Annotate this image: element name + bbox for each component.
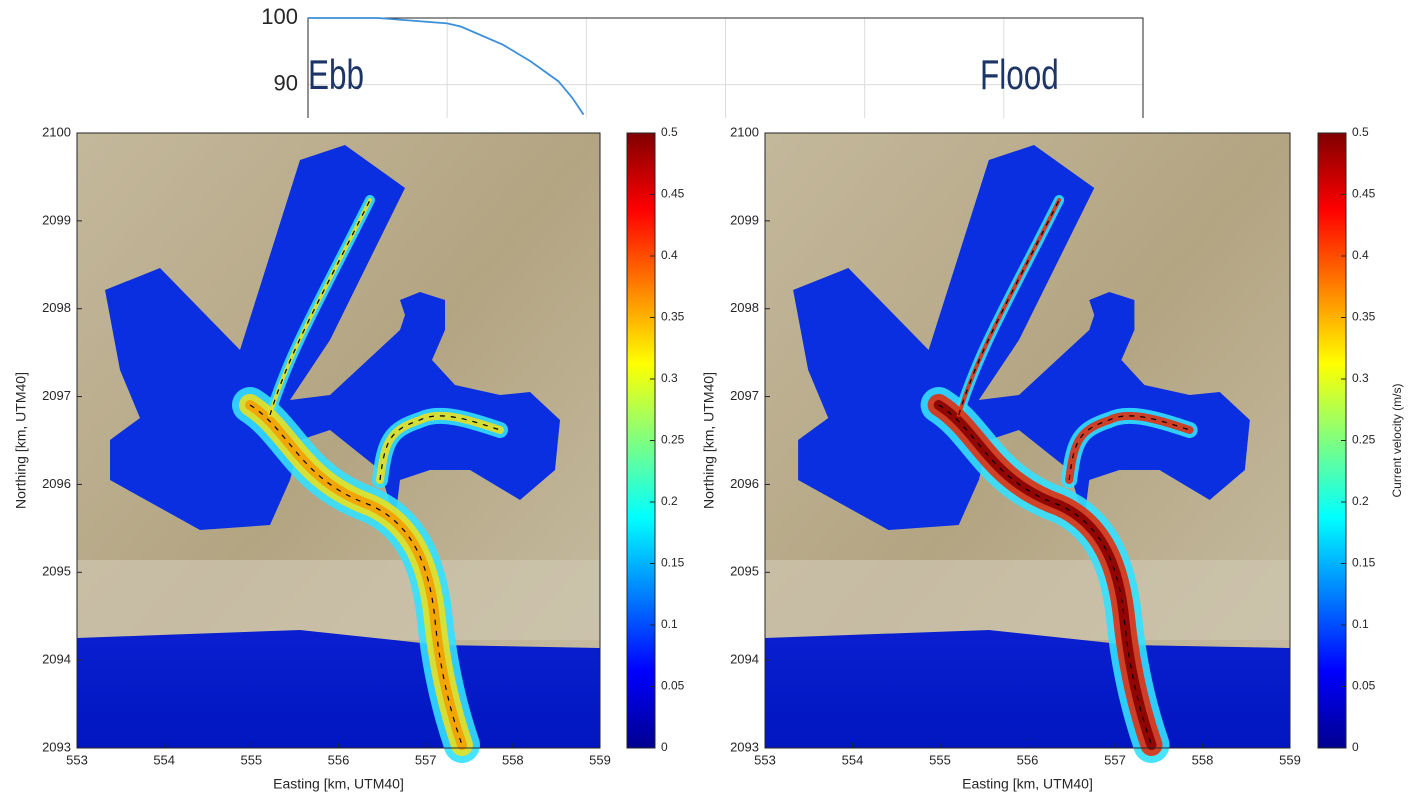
x-tick-label: 553 bbox=[66, 752, 88, 767]
colorbar-tick-label: 0.05 bbox=[1352, 679, 1376, 693]
y-tick-label: 2097 bbox=[42, 388, 71, 403]
colorbar-tick-label: 0.1 bbox=[1352, 617, 1369, 631]
colorbar-tick-label: 0.2 bbox=[661, 494, 678, 508]
top-chart: 90 100 Ebb Flood bbox=[261, 4, 1143, 118]
x-tick-label: 558 bbox=[502, 752, 524, 767]
beach bbox=[77, 560, 600, 640]
colorbar-tick-label: 0.2 bbox=[1352, 494, 1369, 508]
colorbar-tick-label: 0 bbox=[661, 740, 668, 754]
x-tick-label: 558 bbox=[1192, 752, 1214, 767]
colorbar-tick-label: 0 bbox=[1352, 740, 1359, 754]
colorbar-tick-label: 0.5 bbox=[661, 125, 678, 139]
y-tick-label: 2094 bbox=[730, 652, 759, 667]
sea bbox=[765, 630, 1290, 748]
y-tick-label: 2097 bbox=[730, 388, 759, 403]
annotation: Ebb bbox=[308, 51, 364, 99]
x-tick-label: 556 bbox=[328, 752, 350, 767]
x-tick-label: 555 bbox=[929, 752, 951, 767]
y-tick-label: 2093 bbox=[730, 739, 759, 754]
annotation: Flood bbox=[980, 51, 1059, 99]
colorbar-tick-label: 0.4 bbox=[661, 248, 678, 262]
colorbar-tick-label: 0.15 bbox=[661, 556, 685, 570]
x-axis-label: Easting [km, UTM40] bbox=[962, 776, 1093, 792]
map-panel: 553 554 555 556 557 558 559 2093 2094 2095 2096 209… bbox=[13, 124, 685, 791]
x-axis-label: Easting [km, UTM40] bbox=[273, 776, 404, 792]
x-tick-label: 556 bbox=[1017, 752, 1039, 767]
figure: 90 100 Ebb Flood 553 554 555 556 557 558 559 2093 20… bbox=[0, 0, 1413, 799]
colorbar-tick-label: 0.1 bbox=[661, 617, 678, 631]
colorbar-tick-label: 0.25 bbox=[661, 433, 685, 447]
colorbar-tick-label: 0.05 bbox=[661, 679, 685, 693]
y-tick-label: 2096 bbox=[42, 476, 71, 491]
y-tick-label: 2098 bbox=[730, 300, 759, 315]
y-tick-label: 2099 bbox=[730, 212, 759, 227]
x-tick-label: 559 bbox=[589, 752, 611, 767]
colorbar-label: Current velocity (m/s) bbox=[1390, 383, 1404, 497]
colorbar-tick-label: 0.5 bbox=[1352, 125, 1369, 139]
colorbar-tick-label: 0.25 bbox=[1352, 433, 1376, 447]
y-tick-label: 90 bbox=[274, 70, 298, 95]
colorbar-tick-label: 0.15 bbox=[1352, 556, 1376, 570]
map-panel: 553 554 555 556 557 558 559 2093 2094 2095 2096 209… bbox=[701, 124, 1404, 791]
colorbar-tick-label: 0.45 bbox=[661, 187, 685, 201]
y-tick-label: 2093 bbox=[42, 739, 71, 754]
colorbar-tick-label: 0.3 bbox=[1352, 371, 1369, 385]
y-tick-label: 2099 bbox=[42, 212, 71, 227]
y-axis-label: Northing [km, UTM40] bbox=[701, 372, 717, 509]
x-tick-label: 557 bbox=[415, 752, 437, 767]
x-tick-label: 557 bbox=[1104, 752, 1126, 767]
colorbar-tick-label: 0.35 bbox=[1352, 310, 1376, 324]
y-tick-label: 2095 bbox=[730, 564, 759, 579]
y-tick-label: 2095 bbox=[42, 564, 71, 579]
y-tick-label: 2100 bbox=[42, 124, 71, 139]
colorbar-tick-label: 0.4 bbox=[1352, 248, 1369, 262]
colorbar-tick-label: 0.3 bbox=[661, 371, 678, 385]
x-tick-label: 555 bbox=[240, 752, 262, 767]
y-tick-label: 100 bbox=[261, 4, 298, 29]
y-axis-label: Northing [km, UTM40] bbox=[13, 372, 29, 509]
y-tick-label: 2098 bbox=[42, 300, 71, 315]
x-tick-label: 554 bbox=[153, 752, 175, 767]
y-tick-label: 2094 bbox=[42, 652, 71, 667]
colorbar-tick-label: 0.35 bbox=[661, 310, 685, 324]
x-tick-label: 553 bbox=[754, 752, 776, 767]
x-tick-label: 554 bbox=[842, 752, 864, 767]
x-tick-label: 559 bbox=[1279, 752, 1301, 767]
y-tick-label: 2100 bbox=[730, 124, 759, 139]
y-tick-label: 2096 bbox=[730, 476, 759, 491]
sea bbox=[77, 630, 600, 748]
colorbar-tick-label: 0.45 bbox=[1352, 187, 1376, 201]
beach bbox=[765, 560, 1290, 640]
